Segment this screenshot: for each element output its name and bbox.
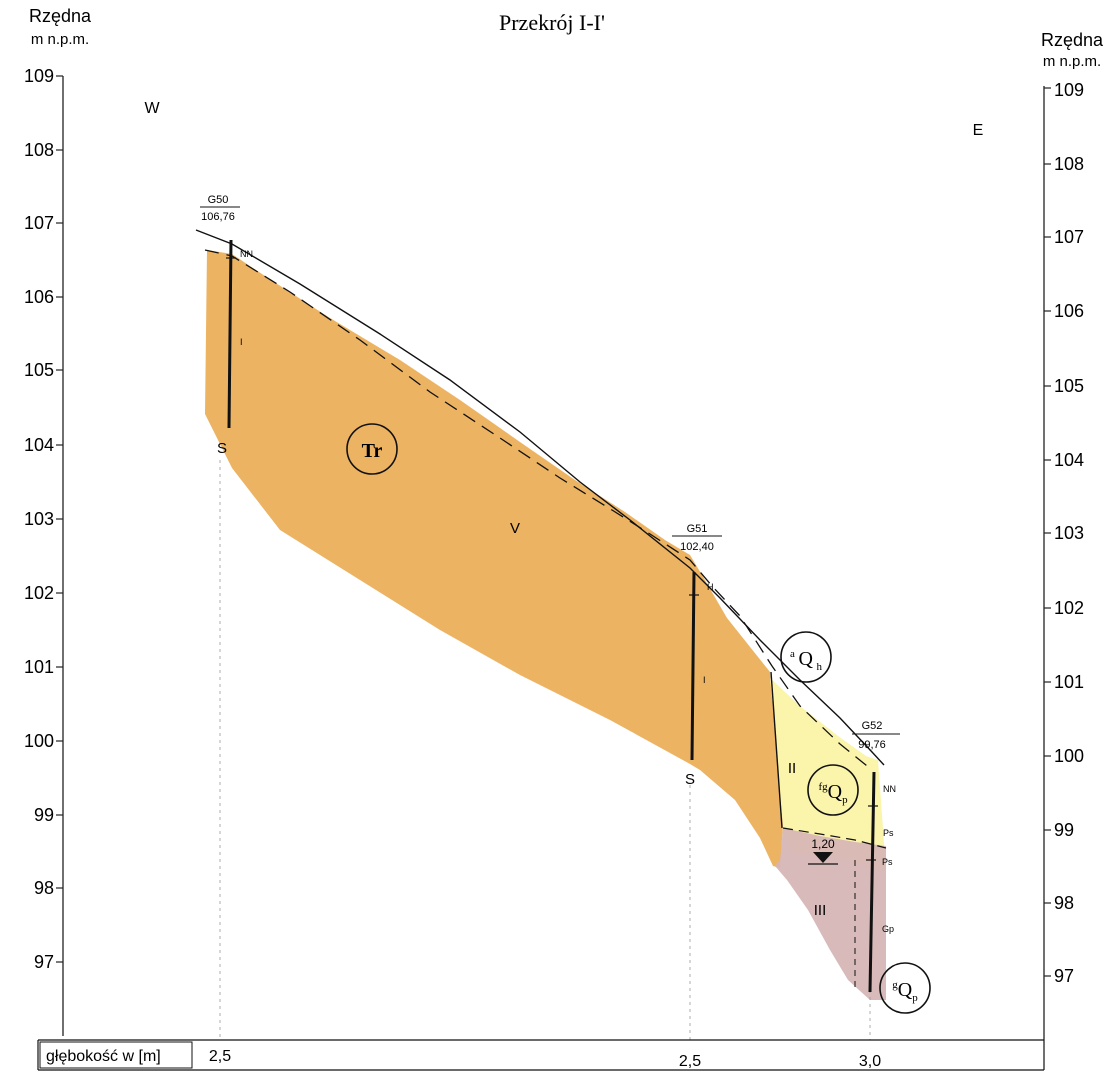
borehole-id: G51 (687, 523, 708, 535)
borehole-elevation: 102,40 (680, 541, 714, 553)
left-tick-104: 104 (24, 435, 54, 455)
depth-g50: 2,5 (209, 1048, 231, 1065)
left-tick-99: 99 (34, 805, 54, 825)
right-tick-104: 104 (1054, 450, 1084, 470)
formation-gqp: gQp (879, 962, 931, 1014)
borehole-code-2: Ps (882, 857, 893, 867)
borehole-g51[interactable]: G51 102,40 H I S (672, 523, 722, 788)
borehole-top-code: NN (240, 249, 253, 259)
borehole-elevation: 106,76 (201, 211, 235, 223)
left-tick-107: 107 (24, 213, 54, 233)
contact-line (770, 671, 783, 829)
left-tick-101: 101 (24, 657, 54, 677)
dashed-boundary-lower (782, 827, 887, 849)
sandstone-layer-tr (205, 250, 783, 868)
left-tick-108: 108 (24, 140, 54, 160)
formation-fgqp: fgQp (807, 764, 859, 816)
borehole-code-3: Gp (882, 924, 894, 934)
right-tick-107: 107 (1054, 227, 1084, 247)
water-table-marker: 1,20 (808, 837, 838, 865)
right-tick-105: 105 (1054, 376, 1084, 396)
borehole-g52[interactable]: G52 99,76 NN Ps Ps Gp (852, 720, 900, 993)
borehole-code-1: Ps (883, 828, 894, 838)
right-tick-103: 103 (1054, 523, 1084, 543)
borehole-guides (219, 460, 871, 1040)
left-tick-102: 102 (24, 583, 54, 603)
right-tick-108: 108 (1054, 154, 1084, 174)
till-layer-iii (775, 828, 886, 1000)
terrain-surface (195, 229, 885, 766)
right-tick-101: 101 (1054, 672, 1084, 692)
right-tick-109: 109 (1054, 80, 1084, 100)
section-title: Przekrój I-I' (499, 10, 605, 35)
formation-fgqp-label: fgQp (818, 781, 848, 806)
right-tick-97: 97 (1054, 966, 1074, 986)
depth-label: głębokość w [m] (46, 1048, 161, 1065)
right-axis-label: Rzędna (1041, 30, 1104, 50)
right-axis-ticks: 109 108 107 106 105 104 103 102 101 100 … (1044, 80, 1084, 986)
west-label: W (144, 100, 160, 117)
right-tick-106: 106 (1054, 301, 1084, 321)
formation-gqp-label: gQp (892, 979, 918, 1004)
left-axis-unit: m n.p.m. (31, 31, 89, 48)
borehole-bottom-code: S (685, 771, 695, 788)
borehole-layer-code: I (703, 675, 706, 685)
dashed-boundary-top (204, 249, 873, 771)
borehole-top-code: NN (883, 784, 896, 794)
borehole-layer-code: I (240, 337, 243, 347)
left-tick-97: 97 (34, 952, 54, 972)
formation-tr-label: Tr (362, 440, 383, 462)
borehole-g50[interactable]: G50 106,76 NN I S (200, 194, 253, 457)
right-tick-102: 102 (1054, 598, 1084, 618)
right-tick-98: 98 (1054, 893, 1074, 913)
left-tick-103: 103 (24, 509, 54, 529)
borehole-column (868, 771, 876, 993)
left-axis-label: Rzędna (29, 6, 92, 26)
borehole-id: G50 (208, 194, 229, 206)
left-tick-109: 109 (24, 66, 54, 86)
depth-g52: 3,0 (859, 1053, 881, 1070)
formation-tr: Tr (346, 423, 398, 475)
layer-ii-label: II (788, 760, 796, 777)
depth-g51: 2,5 (679, 1053, 701, 1070)
right-tick-100: 100 (1054, 746, 1084, 766)
left-tick-106: 106 (24, 287, 54, 307)
left-tick-100: 100 (24, 731, 54, 751)
depth-footer: głębokość w [m] 2,5 2,5 3,0 (37, 1039, 1044, 1071)
right-tick-99: 99 (1054, 820, 1074, 840)
right-axis-unit: m n.p.m. (1043, 53, 1101, 70)
layer-v-label: V (510, 520, 520, 537)
water-level-value: 1,20 (811, 837, 835, 851)
borehole-column (227, 239, 233, 429)
borehole-elevation: 99,76 (858, 739, 886, 751)
fluvioglacial-layer-ii (770, 678, 886, 870)
left-tick-98: 98 (34, 878, 54, 898)
layer-iii-label: III (814, 902, 827, 919)
east-label: E (973, 122, 984, 139)
borehole-id: G52 (862, 720, 883, 732)
borehole-bottom-code: S (217, 440, 227, 457)
borehole-top-code: H (707, 582, 714, 592)
left-tick-105: 105 (24, 360, 54, 380)
left-axis-ticks: 109 108 107 106 105 104 103 102 101 100 … (24, 66, 63, 972)
borehole-column (690, 571, 696, 761)
